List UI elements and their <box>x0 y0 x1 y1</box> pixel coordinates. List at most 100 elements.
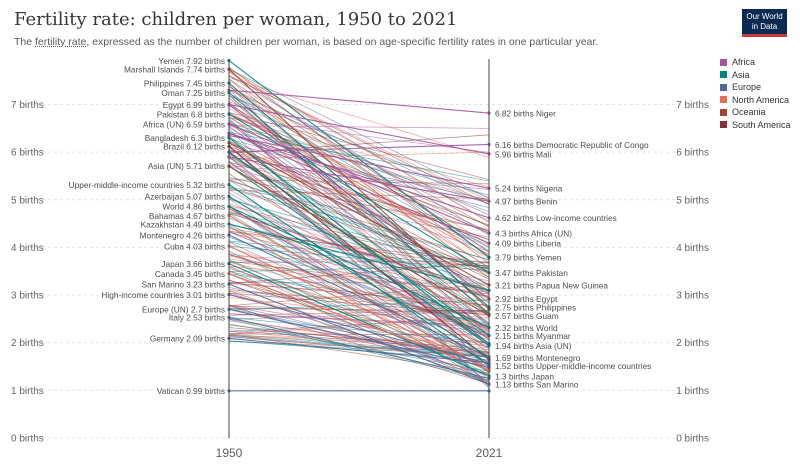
label-1950-san-marino: San Marino 3.23 births <box>142 279 225 289</box>
y-tick-label-left: 3 births <box>11 291 44 302</box>
legend-swatch <box>720 71 727 78</box>
series-line-myanmar[interactable] <box>228 151 490 337</box>
y-tick-label-left: 4 births <box>11 243 44 254</box>
legend-item-south-america[interactable]: South America <box>720 119 791 131</box>
series-line-benin[interactable] <box>228 156 490 202</box>
series-line-niger[interactable] <box>228 89 490 114</box>
label-1950-egypt: Egypt 6.99 births <box>163 100 225 110</box>
background-series-line <box>228 88 490 245</box>
x-tick-label-1950: 1950 <box>216 446 243 460</box>
background-series-line <box>228 75 490 236</box>
series-line-liberia[interactable] <box>228 132 490 244</box>
series-line-guam[interactable] <box>228 165 490 317</box>
background-series-line <box>228 265 490 293</box>
label-2021-nigeria: 5.24 births Nigeria <box>495 184 563 194</box>
label-2021-niger: 6.82 births Niger <box>495 108 556 118</box>
series-lines <box>227 59 491 393</box>
label-1950-europe-un: Europe (UN) 2.7 births <box>142 305 225 315</box>
year-axes: 1950 2021 <box>216 59 503 460</box>
background-series-line <box>228 313 490 328</box>
y-tick-label-left: 5 births <box>11 195 44 206</box>
label-2021-papua-new-guinea: 3.21 births Papua New Guinea <box>495 280 608 290</box>
series-line-kazakhstan[interactable] <box>228 223 490 291</box>
background-series-line <box>228 111 490 255</box>
series-line-upper-middle-income-countries[interactable] <box>228 184 490 367</box>
legend-label: Oceania <box>732 107 766 117</box>
legend-item-asia[interactable]: Asia <box>720 69 791 81</box>
legend-swatch <box>720 96 727 103</box>
y-tick-label-left: 0 births <box>11 434 44 445</box>
background-series-line <box>228 78 490 257</box>
series-line-mali[interactable] <box>228 103 490 155</box>
series-line-low-income-countries[interactable] <box>228 132 490 219</box>
label-2021-upper-middle-income-countries: 1.52 births Upper-middle-income countrie… <box>495 361 651 371</box>
series-line-montenegro[interactable] <box>228 234 490 358</box>
background-series-line <box>228 253 490 345</box>
our-world-in-data-logo[interactable]: Our World in Data <box>742 9 787 37</box>
series-line-papua-new-guinea[interactable] <box>228 142 490 286</box>
series-line-brazil[interactable] <box>228 145 490 361</box>
background-series-line <box>228 68 490 199</box>
label-2021-philippines: 2.75 births Philippines <box>495 302 576 312</box>
background-series-line <box>228 273 490 382</box>
series-line-high-income-countries[interactable] <box>228 294 490 365</box>
background-series-line <box>228 161 490 232</box>
background-series-line <box>228 324 490 355</box>
background-series-line <box>228 137 490 274</box>
legend-item-oceania[interactable]: Oceania <box>720 106 791 118</box>
background-series-line <box>228 125 490 315</box>
background-series-line <box>228 241 490 363</box>
x-tick-label-2021: 2021 <box>476 446 503 460</box>
y-axis-gridlines: 0 births 0 births 1 births 1 births 2 births… <box>11 100 709 445</box>
background-series-line <box>228 317 490 343</box>
series-line-asia-un[interactable] <box>228 165 490 347</box>
chart-title: Fertility rate: children per woman, 1950… <box>14 9 458 30</box>
label-1950-canada: Canada 3.45 births <box>155 269 225 279</box>
background-series-lines <box>228 66 490 389</box>
series-line-oman[interactable] <box>228 92 490 315</box>
series-line-nigeria[interactable] <box>228 134 490 189</box>
y-tick-label-right: 2 births <box>676 338 709 349</box>
label-1950-germany: Germany 2.09 births <box>150 334 225 344</box>
series-line-cuba[interactable] <box>228 245 490 369</box>
label-2021-san-marino: 1.13 births San Marino <box>495 379 579 389</box>
legend-label: Europe <box>732 82 762 92</box>
background-series-line <box>228 293 490 357</box>
series-line-germany[interactable] <box>228 337 490 364</box>
label-2021-montenegro: 1.69 births Montenegro <box>495 353 581 363</box>
label-2021-democratic-republic-of-congo: 6.16 births Democratic Republic of Congo <box>495 140 649 150</box>
background-series-line <box>228 89 490 336</box>
series-line-canada[interactable] <box>228 273 490 371</box>
label-1950-vatican: Vatican 0.99 births <box>157 386 225 396</box>
series-line-philippines[interactable] <box>228 82 490 308</box>
label-1950-philippines: Philippines 7.45 births <box>144 78 225 88</box>
series-line-bahamas[interactable] <box>228 215 490 372</box>
legend-item-africa[interactable]: Africa <box>720 56 791 68</box>
series-line-pakistan[interactable] <box>228 113 490 274</box>
series-line-world[interactable] <box>228 205 490 328</box>
legend-label: South America <box>732 119 791 130</box>
label-2021-pakistan: 3.47 births Pakistan <box>495 268 568 278</box>
label-2021-liberia: 4.09 births Liberia <box>495 238 561 248</box>
background-series-line <box>228 230 490 264</box>
label-2021-guam: 2.57 births Guam <box>495 311 559 321</box>
label-1950-kazakhstan: Kazakhstan 4.49 births <box>141 219 225 229</box>
legend-item-europe[interactable]: Europe <box>720 81 791 93</box>
series-line-europe-un[interactable] <box>228 308 490 369</box>
background-series-line <box>228 116 490 293</box>
legend-item-north-america[interactable]: North America <box>720 94 791 106</box>
label-2021-mali: 5.96 births Mali <box>495 149 551 159</box>
background-series-line <box>228 134 490 154</box>
series-line-egypt[interactable] <box>228 104 490 300</box>
logo-line-1: Our World <box>746 12 783 21</box>
series-line-san-marino[interactable] <box>228 283 490 385</box>
subtitle-prefix: The <box>14 36 36 48</box>
label-1950-oman: Oman 7.25 births <box>161 88 225 98</box>
label-2021-myanmar: 2.15 births Myanmar <box>495 331 571 341</box>
label-2021-japan: 1.3 births Japan <box>495 371 554 381</box>
series-line-italy[interactable] <box>228 316 490 379</box>
series-line-azerbaijan[interactable] <box>228 195 490 358</box>
subtitle-link-fertility-rate[interactable]: fertility rate <box>35 36 87 48</box>
background-series-line <box>228 205 490 270</box>
